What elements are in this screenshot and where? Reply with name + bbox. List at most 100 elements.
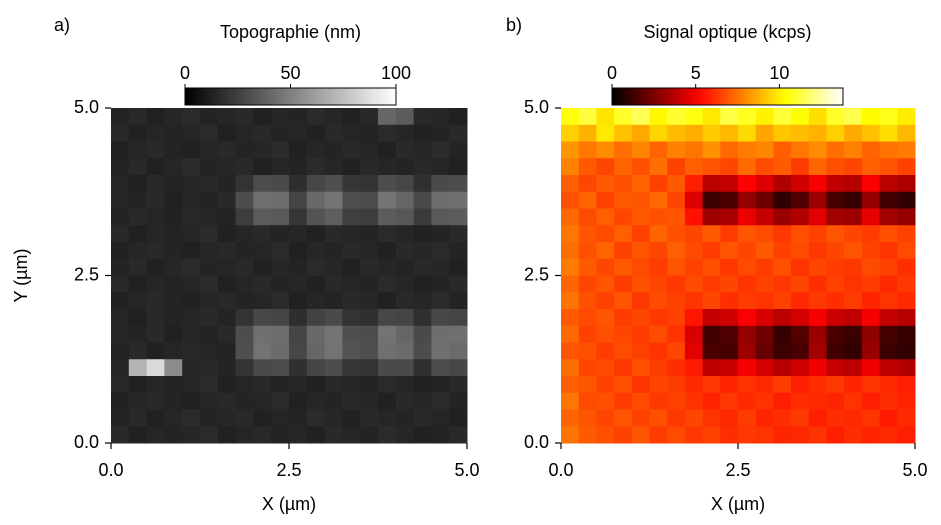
heatmap-cell [128, 376, 148, 394]
heatmap-cell [200, 141, 219, 159]
heatmap-cell [324, 175, 343, 193]
heatmap-cell [306, 258, 326, 276]
heatmap-cell [128, 275, 148, 293]
heatmap-cell [844, 158, 863, 176]
heatmap-cell [253, 376, 272, 394]
colorbar-tick-label: 5 [691, 63, 701, 83]
heatmap-cell [684, 392, 704, 410]
heatmap-cell [773, 141, 792, 159]
heatmap-cell [128, 108, 148, 126]
heatmap-cell [596, 409, 615, 427]
heatmap-cell [378, 225, 397, 243]
heatmap-cell [649, 242, 668, 260]
heatmap-cell [614, 325, 633, 343]
heatmap-cell [378, 191, 397, 209]
heatmap-cell [413, 141, 432, 159]
heatmap-cell [879, 275, 898, 293]
heatmap-cell [111, 242, 130, 260]
heatmap-cell [431, 309, 450, 327]
heatmap-cell [306, 108, 326, 126]
heatmap-cell [738, 191, 757, 209]
x-tick-label: 5.0 [454, 460, 479, 480]
heatmap-cell [631, 225, 650, 243]
heatmap-cell [449, 426, 468, 444]
heatmap-cell [200, 225, 219, 243]
heatmap-cell [578, 242, 597, 260]
heatmap-cell [395, 409, 415, 427]
heatmap-cell [667, 141, 686, 159]
heatmap-cell [738, 242, 757, 260]
heatmap-cell [324, 208, 343, 226]
colorbar-tick-label: 10 [769, 63, 789, 83]
heatmap-cell [164, 309, 183, 327]
heatmap-cell [306, 376, 326, 394]
panel-label: a) [54, 15, 70, 35]
heatmap-cell [844, 191, 863, 209]
heatmap-cell [146, 108, 165, 126]
heatmap-cell [217, 141, 237, 159]
heatmap-cell [631, 325, 650, 343]
heatmap-cell [578, 426, 597, 444]
heatmap-cell [631, 208, 650, 226]
heatmap-cell [164, 108, 183, 126]
heatmap-cell [413, 158, 432, 176]
heatmap-cell [755, 325, 774, 343]
heatmap-cell [146, 376, 165, 394]
heatmap-cell [596, 258, 615, 276]
heatmap-cell [649, 208, 668, 226]
heatmap-cell [111, 392, 130, 410]
heatmap-cell [791, 392, 810, 410]
heatmap-cell [578, 309, 597, 327]
heatmap-cell [449, 325, 468, 343]
heatmap-cell [431, 409, 450, 427]
heatmap-cell [614, 158, 633, 176]
heatmap-cell [897, 376, 916, 394]
heatmap-cell [791, 292, 810, 310]
heatmap-cell [253, 325, 272, 343]
heatmap-cell [306, 275, 326, 293]
heatmap-cell [164, 325, 183, 343]
heatmap-cell [200, 108, 219, 126]
heatmap-cell [182, 108, 201, 126]
heatmap-cell [631, 409, 650, 427]
heatmap-cell [720, 342, 739, 360]
heatmap-cell [720, 242, 739, 260]
heatmap-cell [720, 124, 739, 142]
heatmap-cell [720, 225, 739, 243]
heatmap-cell [702, 376, 721, 394]
heatmap-cell [561, 225, 580, 243]
heatmap-cell [342, 141, 361, 159]
heatmap-cell [738, 141, 757, 159]
heatmap-cell [324, 141, 343, 159]
panel: 0.0 2.5 5.0 0.0 2.5 5.0 X (µm) Y (µm) a) Topograp… [11, 15, 480, 514]
heatmap-cell [844, 258, 863, 276]
heatmap-cell [360, 409, 379, 427]
heatmap-cell [773, 158, 792, 176]
heatmap-cell [253, 392, 272, 410]
heatmap-cell [146, 292, 165, 310]
heatmap-cell [755, 242, 774, 260]
heatmap-cell [879, 242, 898, 260]
heatmap-cell [271, 158, 290, 176]
heatmap-cell [360, 242, 379, 260]
colorbar-tick-label: 0 [180, 63, 190, 83]
heatmap-cell [164, 175, 183, 193]
heatmap-cell [578, 225, 597, 243]
heatmap-cell [631, 426, 650, 444]
heatmap-cell [738, 208, 757, 226]
heatmap-cell [360, 376, 379, 394]
heatmap-cell [826, 359, 845, 377]
heatmap-cell [773, 275, 792, 293]
heatmap-cell [755, 191, 774, 209]
heatmap-cell [649, 175, 668, 193]
heatmap-cell [755, 141, 774, 159]
heatmap-cell [324, 124, 343, 142]
heatmap-cell [649, 108, 668, 126]
heatmap-cell [649, 409, 668, 427]
heatmap-cell [146, 325, 165, 343]
heatmap-cell [111, 376, 130, 394]
heatmap-cell [879, 158, 898, 176]
heatmap-cell [561, 175, 580, 193]
heatmap-cell [360, 342, 379, 360]
heatmap-cell [164, 242, 183, 260]
